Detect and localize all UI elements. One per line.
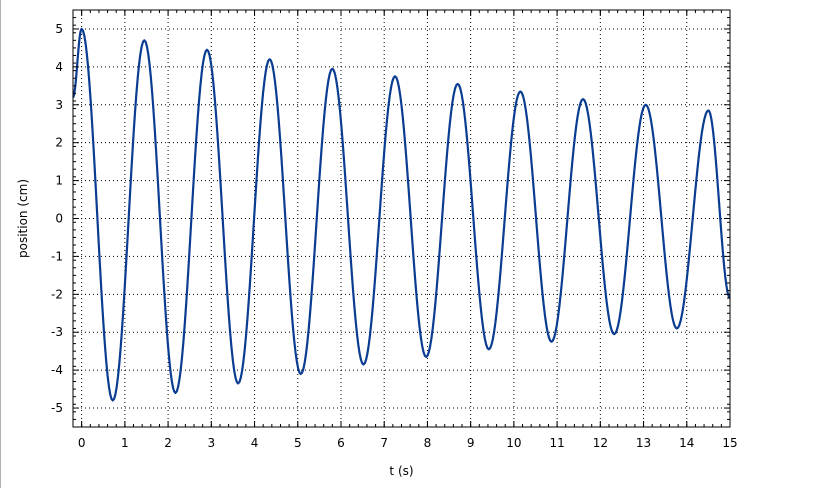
x-tick-label: 11 bbox=[549, 436, 564, 450]
y-tick-label: -4 bbox=[51, 363, 63, 377]
y-tick-label: 1 bbox=[55, 174, 63, 188]
y-tick-label: 4 bbox=[55, 60, 63, 74]
x-tick-label: 12 bbox=[593, 436, 608, 450]
x-tick-label: 6 bbox=[337, 436, 345, 450]
x-tick-label: 8 bbox=[424, 436, 432, 450]
series-layer bbox=[72, 27, 731, 402]
axis-ticks bbox=[72, 9, 731, 428]
y-axis-label: position (cm) bbox=[16, 179, 30, 258]
y-tick-label: -2 bbox=[51, 287, 63, 301]
x-tick-label: 5 bbox=[294, 436, 302, 450]
x-axis-label: t (s) bbox=[389, 464, 413, 478]
y-tick-label: -5 bbox=[51, 401, 63, 415]
y-tick-label: 3 bbox=[55, 98, 63, 112]
x-tick-label: 4 bbox=[251, 436, 259, 450]
y-tick-label: 5 bbox=[55, 22, 63, 36]
x-tick-label: 9 bbox=[467, 436, 475, 450]
y-tick-label: 2 bbox=[55, 136, 63, 150]
x-tick-label: 3 bbox=[207, 436, 215, 450]
y-tick-labels: -5 -4 -3 -2 -1 0 1 2 3 4 5 bbox=[51, 22, 63, 415]
window-edge bbox=[0, 0, 1, 488]
x-tick-label: 1 bbox=[121, 436, 129, 450]
y-tick-label: -3 bbox=[51, 325, 63, 339]
grid-lines bbox=[73, 10, 731, 427]
position-series-line bbox=[72, 27, 731, 402]
x-tick-label: 13 bbox=[636, 436, 651, 450]
y-tick-label: 0 bbox=[55, 212, 63, 226]
x-tick-label: 2 bbox=[164, 436, 172, 450]
x-tick-labels: 0 1 2 3 4 5 6 7 8 9 10 11 12 13 14 15 bbox=[78, 436, 738, 450]
x-tick-label: 14 bbox=[679, 436, 694, 450]
x-tick-label: 0 bbox=[78, 436, 86, 450]
x-tick-label: 7 bbox=[380, 436, 388, 450]
x-tick-label: 15 bbox=[722, 436, 737, 450]
y-tick-label: -1 bbox=[51, 249, 63, 263]
x-tick-label: 10 bbox=[506, 436, 521, 450]
